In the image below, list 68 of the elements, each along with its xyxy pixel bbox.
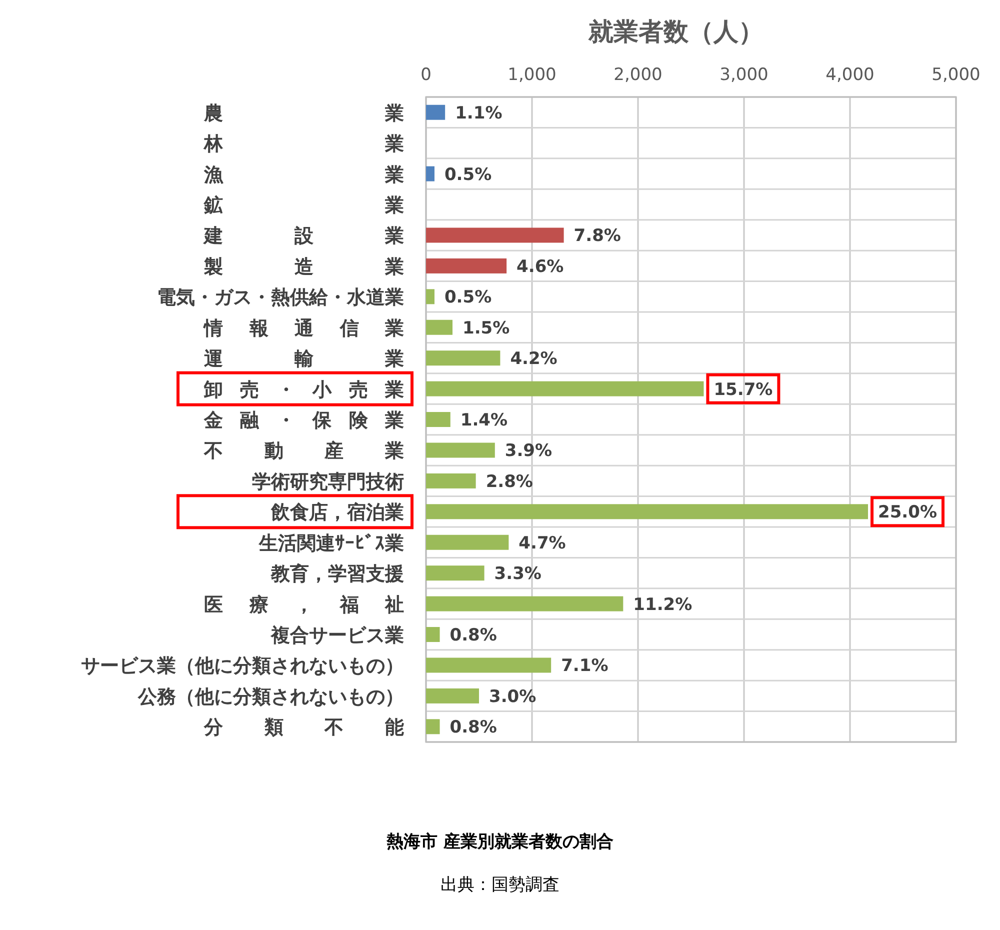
- y-tick-label: 建設業: [202, 225, 404, 248]
- annotation: 4.2%: [510, 349, 558, 370]
- source-note: 出典：国勢調査: [440, 875, 560, 895]
- text: 熱海市 産業別就業者数の割合: [386, 832, 614, 852]
- annotation: 7.1%: [561, 656, 608, 676]
- x-tick-label: 5,000: [932, 65, 980, 85]
- y-tick-label: 不動産業: [203, 440, 404, 462]
- annotation: 4.7%: [518, 533, 566, 554]
- x-tick-label: 4,000: [826, 65, 874, 85]
- bar: [426, 473, 476, 488]
- y-tick-label: 運輸業: [203, 348, 404, 370]
- annotation: 25.0%: [878, 502, 938, 523]
- annotation: 0.5%: [444, 164, 492, 185]
- y-tick-label: 医療，福祉: [204, 594, 404, 616]
- annotation: 1.4%: [460, 410, 508, 430]
- y-tick-label: 学術研究専門技術: [252, 470, 404, 493]
- bar: [426, 504, 868, 520]
- annotation: 4.6%: [516, 256, 564, 277]
- annotation: 1.5%: [462, 318, 510, 338]
- bar: [426, 566, 484, 581]
- bar: [426, 627, 440, 642]
- x-tick-label: 3,000: [720, 65, 768, 85]
- annotation: 0.5%: [444, 288, 492, 308]
- bar: [426, 381, 704, 396]
- y-tick-label: 製造業: [203, 256, 404, 278]
- y-tick-label: 教育，学習支援: [270, 563, 404, 586]
- y-tick-label: 林業: [203, 133, 404, 156]
- bar: [426, 258, 507, 274]
- annotation: 0.8%: [450, 718, 497, 738]
- bar: [426, 658, 552, 673]
- y-tick-label: サービス業（他に分類されないもの）: [81, 655, 404, 678]
- y-tick-label: 生活関連ｻｰﾋﾞｽ業: [258, 532, 404, 554]
- annotation: 3.3%: [494, 564, 542, 584]
- y-tick-label: 金融・保険業: [203, 410, 404, 432]
- bar: [426, 442, 495, 458]
- y-tick-label: 公務（他に分類されないもの）: [137, 686, 404, 708]
- bar: [426, 289, 434, 304]
- y-tick-label: 農業: [203, 102, 404, 124]
- y-tick-label: 分類不能: [203, 716, 404, 739]
- annotation: 1.1%: [455, 103, 502, 124]
- bar: [426, 719, 440, 734]
- bar: [426, 412, 450, 427]
- bar: [426, 350, 500, 366]
- bar: [426, 104, 446, 120]
- x-tick-label: 1,000: [508, 65, 556, 85]
- bar: [426, 228, 564, 243]
- annotation: 3.0%: [489, 686, 536, 707]
- bar: [426, 320, 452, 335]
- bar: [426, 688, 479, 704]
- x-axis-title: 就業者数（人）: [588, 17, 764, 46]
- annotation: 11.2%: [633, 594, 692, 615]
- y-tick-label: 卸売・小売業: [203, 378, 404, 401]
- x-tick-label: 2,000: [614, 65, 662, 85]
- annotation: 7.8%: [574, 226, 621, 246]
- bar: [426, 534, 509, 550]
- annotation: 3.9%: [504, 441, 552, 462]
- y-tick-label: 漁業: [203, 164, 404, 186]
- annotation: 0.8%: [450, 626, 497, 646]
- y-tick-label: 複合サービス業: [270, 624, 404, 646]
- y-tick-label: 電気・ガス・熱供給・水道業: [157, 286, 404, 309]
- x-tick-label: 0: [420, 65, 432, 85]
- y-tick-label: 飲食店，宿泊業: [270, 502, 404, 524]
- bar: [426, 596, 624, 612]
- bar: [426, 166, 434, 182]
- y-tick-label: 鉱業: [203, 194, 404, 216]
- annotation: 15.7%: [714, 380, 773, 400]
- y-tick-label: 情報通信業: [203, 317, 404, 340]
- annotation: 2.8%: [486, 472, 533, 492]
